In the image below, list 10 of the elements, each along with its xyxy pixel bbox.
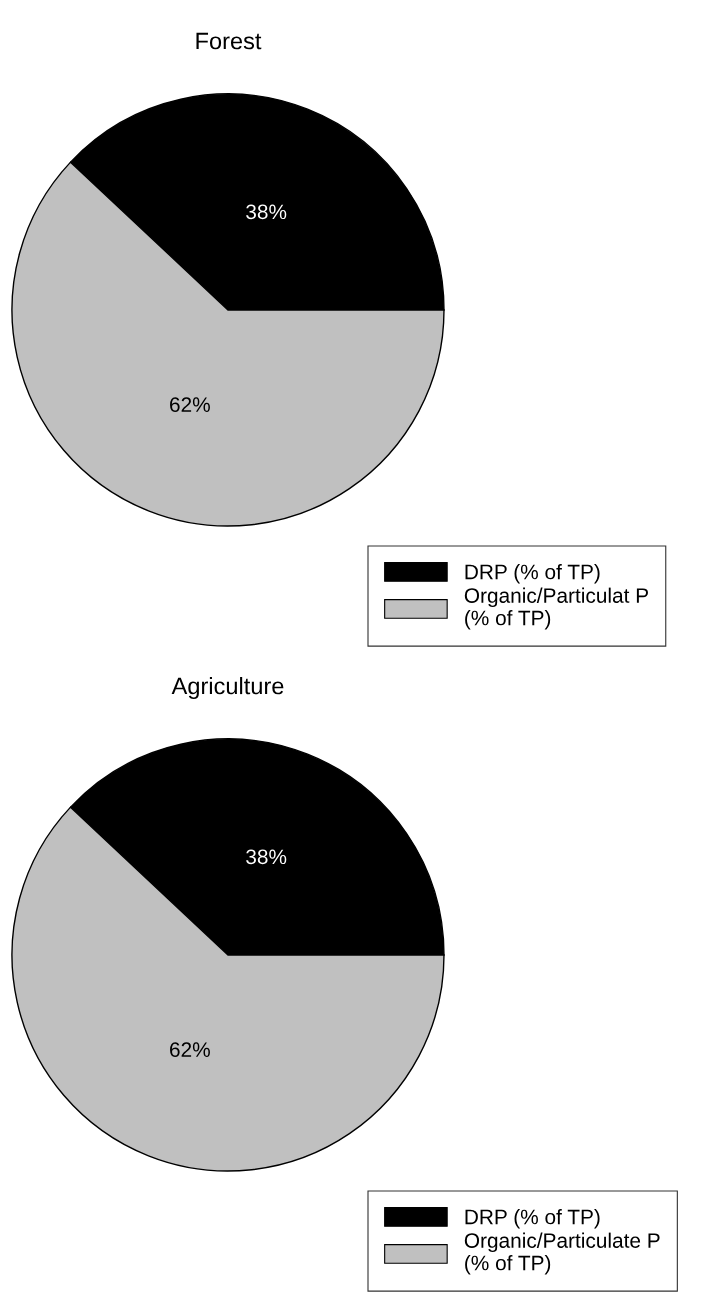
data-label: 62% [170, 397, 210, 412]
legend-label: Organic/Particulate P (% of TP) [464, 1232, 660, 1275]
chart-title: Agriculture [171, 676, 284, 700]
legend-label: Organic/Particulat P (% of TP) [464, 587, 648, 630]
data-label: 38% [246, 204, 287, 220]
legend-label: DRP (% of TP) [465, 564, 600, 584]
data-label: 62% [170, 1042, 210, 1057]
data-label: 38% [246, 849, 287, 865]
chart-title: Forest [196, 32, 262, 50]
legend-label: DRP (% of TP) [465, 1209, 600, 1229]
